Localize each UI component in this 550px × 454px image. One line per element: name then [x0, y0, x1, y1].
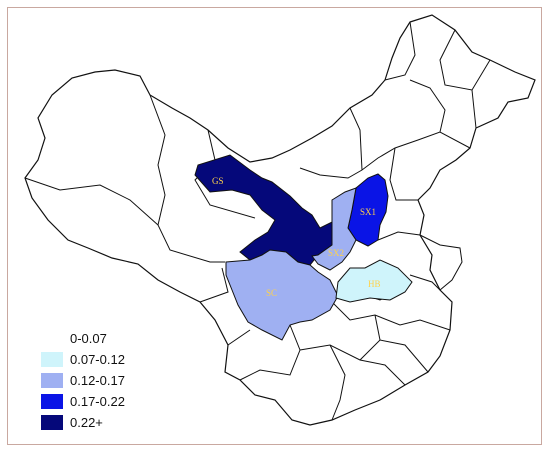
region-SX2 — [311, 187, 357, 271]
legend-item: 0.17-0.22 — [40, 391, 200, 411]
legend: 0-0.07 0.07-0.12 0.12-0.17 0.17-0.22 0.2… — [40, 328, 200, 433]
label-HB: HB — [368, 279, 381, 289]
legend-label: 0.17-0.22 — [70, 393, 125, 409]
label-GS: GS — [212, 176, 224, 186]
legend-swatch — [40, 329, 64, 347]
legend-swatch — [40, 413, 64, 431]
legend-swatch — [40, 350, 64, 368]
legend-item: 0.07-0.12 — [40, 349, 200, 369]
legend-swatch — [40, 392, 64, 410]
legend-swatch — [40, 371, 64, 389]
label-SC: SC — [266, 288, 277, 298]
label-SX2: SX2 — [328, 248, 344, 258]
label-SX1: SX1 — [360, 207, 376, 217]
legend-label: 0.07-0.12 — [70, 351, 125, 367]
legend-label: 0.22+ — [70, 414, 103, 430]
legend-item: 0.12-0.17 — [40, 370, 200, 390]
legend-label: 0.12-0.17 — [70, 372, 125, 388]
legend-label: 0-0.07 — [70, 330, 107, 346]
legend-item: 0.22+ — [40, 412, 200, 432]
region-SC — [225, 249, 339, 341]
region-HB — [335, 259, 413, 303]
province-borders — [24, 21, 491, 421]
legend-item: 0-0.07 — [40, 328, 200, 348]
